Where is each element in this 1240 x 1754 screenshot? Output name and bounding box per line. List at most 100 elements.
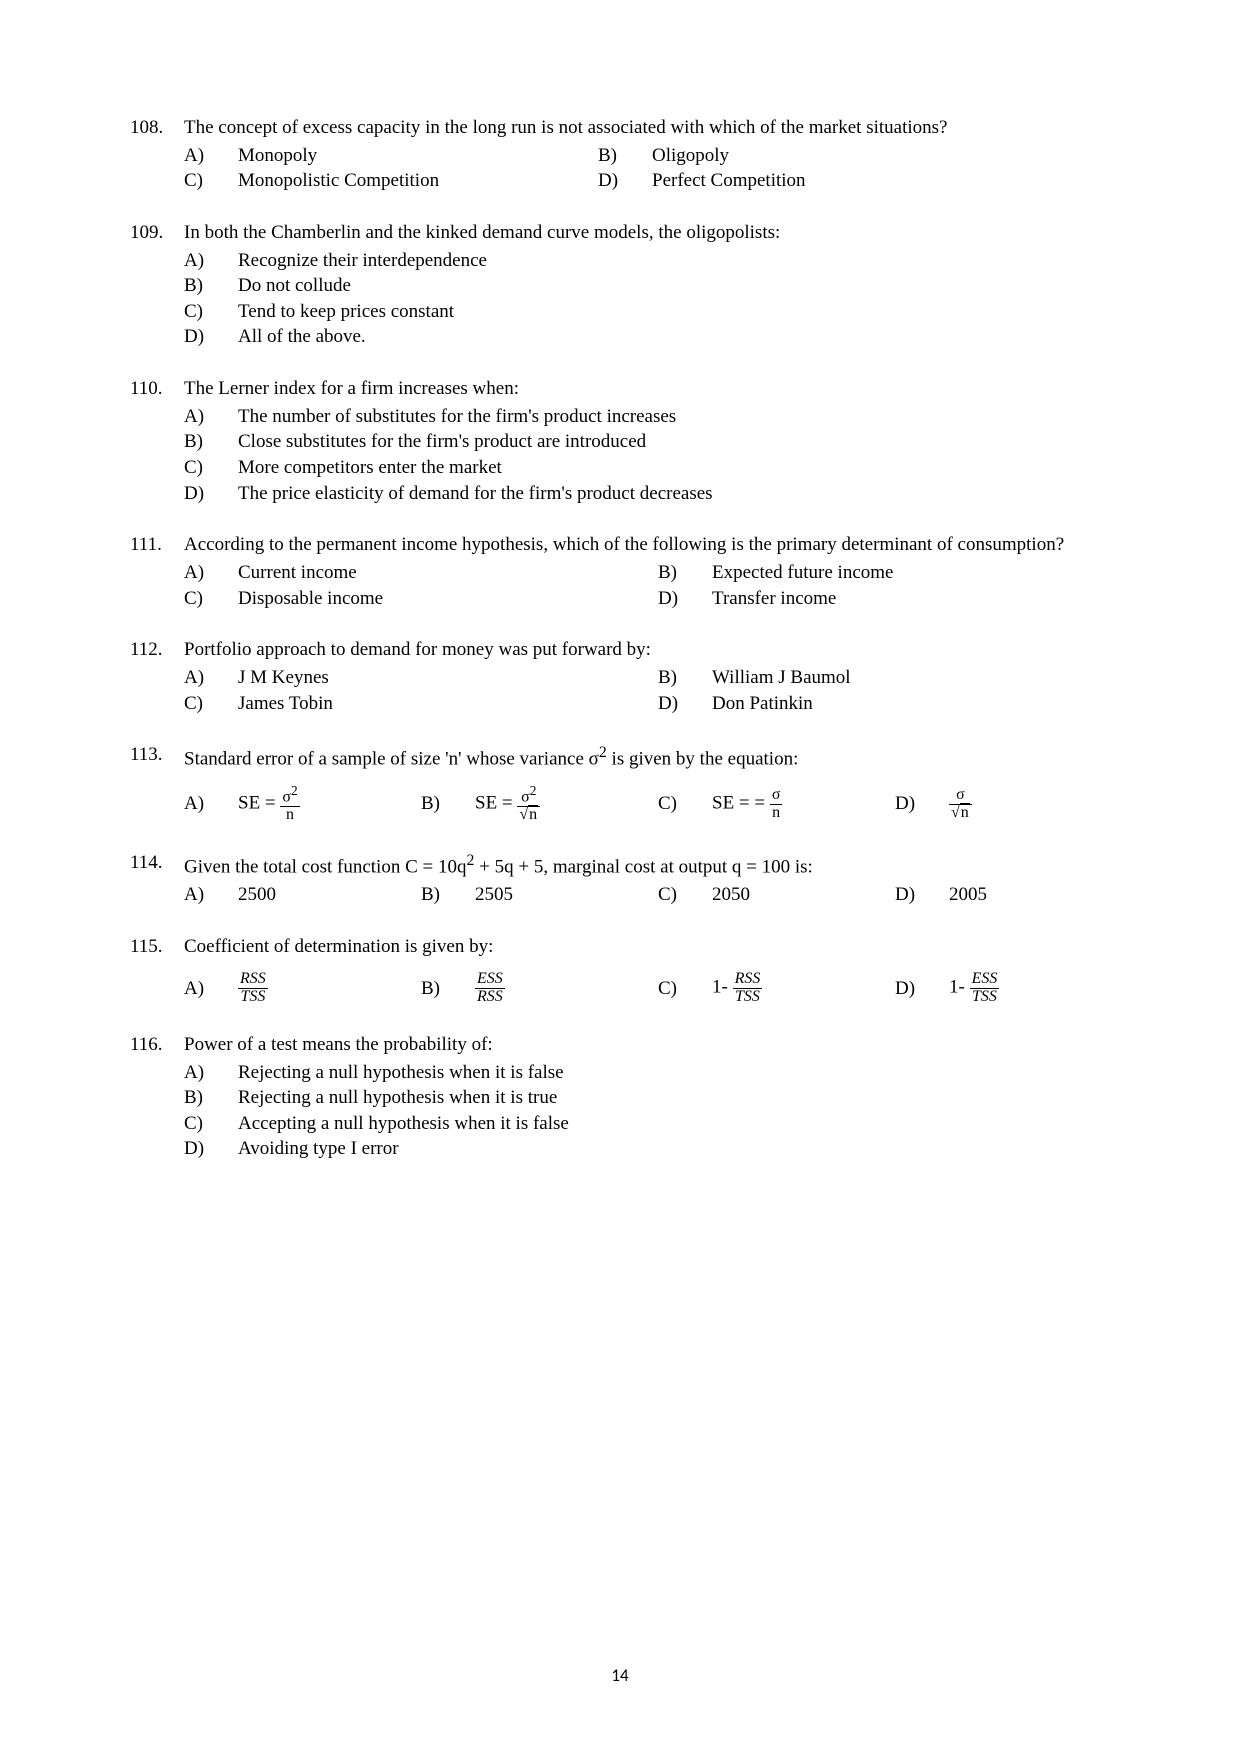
- option-label: D): [895, 976, 949, 1002]
- option: B)Close substitutes for the firm's produ…: [184, 429, 1132, 455]
- option: B)2505: [421, 882, 658, 908]
- option-label: C): [184, 691, 238, 717]
- option-label: A): [184, 976, 238, 1002]
- option-label: C): [184, 299, 238, 325]
- question-number: 112.: [130, 637, 184, 716]
- option: C)Accepting a null hypothesis when it is…: [184, 1111, 1132, 1137]
- question-number: 109.: [130, 220, 184, 350]
- option-text: Perfect Competition: [652, 168, 1132, 194]
- option-label: B): [598, 143, 652, 169]
- option-text: Don Patinkin: [712, 691, 1132, 717]
- option-text: 2005: [949, 882, 1132, 908]
- option-label: B): [658, 560, 712, 586]
- option: C)1- RSSTSS: [658, 971, 895, 1006]
- option-label: D): [658, 691, 712, 717]
- option-label: A): [184, 1060, 238, 1086]
- option-text: Monopolistic Competition: [238, 168, 658, 194]
- page-content: 108.The concept of excess capacity in th…: [0, 0, 1240, 1238]
- option-label: A): [184, 248, 238, 274]
- option: D)The price elasticity of demand for the…: [184, 481, 1132, 507]
- option-text: ESSRSS: [475, 971, 658, 1006]
- option-label: D): [895, 882, 949, 908]
- option-text: Monopoly: [238, 143, 658, 169]
- question-stem: Given the total cost function C = 10q2 +…: [184, 850, 1132, 880]
- option-text: Recognize their interdependence: [238, 248, 1132, 274]
- option-text: The price elasticity of demand for the f…: [238, 481, 1132, 507]
- question: 115.Coefficient of determination is give…: [130, 934, 1132, 1006]
- question-stem: The Lerner index for a firm increases wh…: [184, 376, 1132, 402]
- option: C)Monopolistic Competition: [184, 168, 658, 194]
- option-text: 2505: [475, 882, 658, 908]
- option-text: James Tobin: [238, 691, 658, 717]
- option-text: Oligopoly: [652, 143, 1132, 169]
- option-text: SE = = σn: [712, 787, 895, 822]
- option-text: Current income: [238, 560, 658, 586]
- question-body: The Lerner index for a firm increases wh…: [184, 376, 1132, 506]
- option: A)The number of substitutes for the firm…: [184, 404, 1132, 430]
- option-label: C): [658, 882, 712, 908]
- option-label: C): [184, 455, 238, 481]
- option: A)Recognize their interdependence: [184, 248, 1132, 274]
- option: C)James Tobin: [184, 691, 658, 717]
- option: C)2050: [658, 882, 895, 908]
- option-text: The number of substitutes for the firm's…: [238, 404, 1132, 430]
- options-grid: A)Current incomeB)Expected future income…: [184, 560, 1132, 611]
- option: B)William J Baumol: [658, 665, 1132, 691]
- option: C)Tend to keep prices constant: [184, 299, 1132, 325]
- option: B)SE = σ2√n: [421, 784, 658, 824]
- option-label: A): [184, 665, 238, 691]
- option-text: Rejecting a null hypothesis when it is t…: [238, 1085, 1132, 1111]
- option-text: 2500: [238, 882, 421, 908]
- question-body: Portfolio approach to demand for money w…: [184, 637, 1132, 716]
- option: B)Rejecting a null hypothesis when it is…: [184, 1085, 1132, 1111]
- option-text: 2050: [712, 882, 895, 908]
- option-text: Expected future income: [712, 560, 1132, 586]
- question-stem: Standard error of a sample of size 'n' w…: [184, 742, 1132, 772]
- question: 113.Standard error of a sample of size '…: [130, 742, 1132, 824]
- option-text: Rejecting a null hypothesis when it is f…: [238, 1060, 1132, 1086]
- option-label: D): [184, 481, 238, 507]
- option: A)Rejecting a null hypothesis when it is…: [184, 1060, 1132, 1086]
- page-number: 14: [0, 1665, 1240, 1686]
- question-stem: Portfolio approach to demand for money w…: [184, 637, 1132, 663]
- questions-list: 108.The concept of excess capacity in th…: [130, 115, 1132, 1162]
- option-text: Disposable income: [238, 586, 658, 612]
- option-text: RSSTSS: [238, 971, 421, 1006]
- question-number: 110.: [130, 376, 184, 506]
- option-text: Accepting a null hypothesis when it is f…: [238, 1111, 1132, 1137]
- option: D)Avoiding type I error: [184, 1136, 1132, 1162]
- question: 114.Given the total cost function C = 10…: [130, 850, 1132, 908]
- option-text: 1- RSSTSS: [712, 971, 895, 1006]
- option-label: B): [658, 665, 712, 691]
- option-label: B): [421, 976, 475, 1002]
- option: A)SE = σ2n: [184, 784, 421, 824]
- option-text: Close substitutes for the firm's product…: [238, 429, 1132, 455]
- option: D)Perfect Competition: [598, 168, 1132, 194]
- question: 111.According to the permanent income hy…: [130, 532, 1132, 611]
- question-body: In both the Chamberlin and the kinked de…: [184, 220, 1132, 350]
- option-label: A): [184, 882, 238, 908]
- option: D)2005: [895, 882, 1132, 908]
- option-text: SE = σ2n: [238, 784, 421, 824]
- question: 112.Portfolio approach to demand for mon…: [130, 637, 1132, 716]
- question-number: 113.: [130, 742, 184, 824]
- question-body: The concept of excess capacity in the lo…: [184, 115, 1132, 194]
- option-text: Tend to keep prices constant: [238, 299, 1132, 325]
- option-label: C): [184, 168, 238, 194]
- question-stem: The concept of excess capacity in the lo…: [184, 115, 1132, 141]
- question-number: 111.: [130, 532, 184, 611]
- question-number: 115.: [130, 934, 184, 1006]
- option: A)2500: [184, 882, 421, 908]
- option-label: B): [421, 791, 475, 817]
- option-label: A): [184, 404, 238, 430]
- option-label: A): [184, 560, 238, 586]
- option: C)Disposable income: [184, 586, 658, 612]
- option: D)1- ESSTSS: [895, 971, 1132, 1006]
- option-text: 1- ESSTSS: [949, 971, 1132, 1006]
- question: 116.Power of a test means the probabilit…: [130, 1032, 1132, 1162]
- options-row: A)RSSTSSB)ESSRSSC)1- RSSTSSD)1- ESSTSS: [184, 971, 1132, 1006]
- option: C)More competitors enter the market: [184, 455, 1132, 481]
- option-label: D): [184, 1136, 238, 1162]
- question-stem: Coefficient of determination is given by…: [184, 934, 1132, 960]
- option: C)SE = = σn: [658, 787, 895, 822]
